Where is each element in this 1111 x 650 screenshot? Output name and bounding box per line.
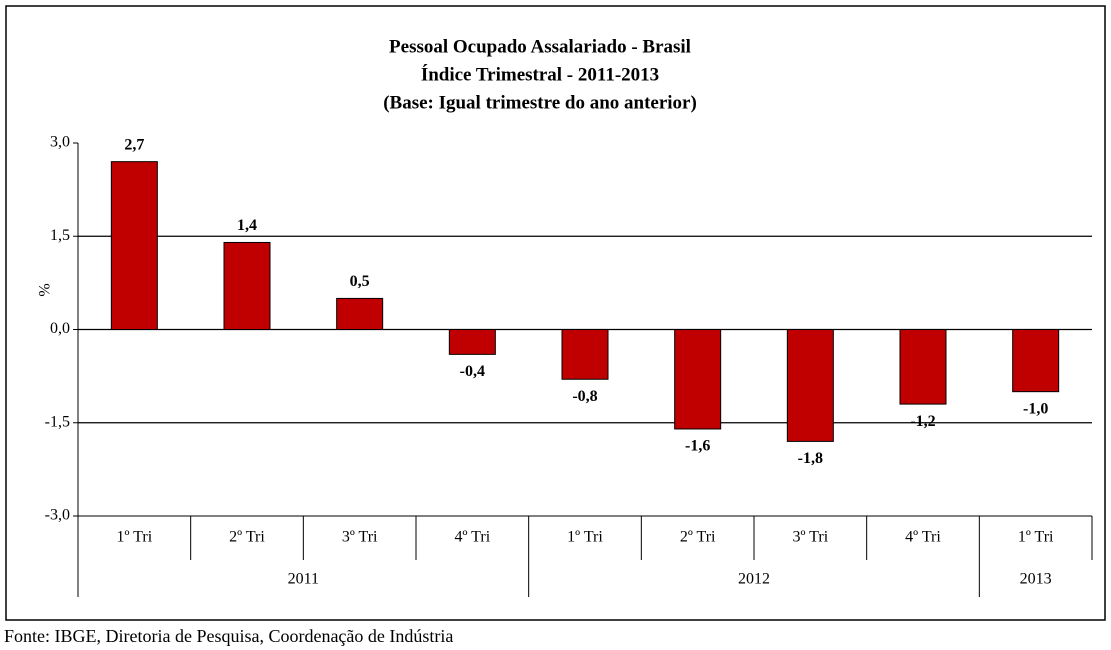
group-label: 2011 (288, 571, 319, 588)
bar (223, 241, 271, 330)
value-label: -1,2 (910, 413, 935, 430)
source-note: Fonte: IBGE, Diretoria de Pesquisa, Coor… (4, 626, 453, 646)
value-label: -0,4 (460, 363, 485, 380)
value-label: 1,4 (237, 217, 257, 234)
bar (899, 329, 947, 405)
value-label: -1,8 (798, 450, 823, 467)
y-tick-label: -1,5 (45, 413, 70, 430)
bar (674, 329, 722, 430)
bar (1012, 329, 1060, 393)
x-tick-label: 1º Tri (567, 529, 603, 546)
value-label: -1,6 (685, 438, 710, 455)
x-tick-label: 2º Tri (680, 529, 716, 546)
chart-subtitle: Índice Trimestral - 2011-2013 (421, 63, 659, 85)
y-axis-label: % (37, 283, 54, 296)
x-tick-label: 3º Tri (793, 529, 829, 546)
y-tick-label: -3,0 (45, 507, 70, 524)
x-tick-label: 1º Tri (1018, 529, 1054, 546)
x-tick-label: 2º Tri (229, 529, 265, 546)
chart-subtitle: (Base: Igual trimestre do ano anterior) (383, 92, 697, 113)
x-tick-label: 4º Tri (905, 529, 941, 546)
y-tick-label: 0,0 (50, 320, 70, 337)
value-label: -0,8 (572, 388, 597, 405)
group-label: 2013 (1020, 571, 1052, 588)
value-label: 0,5 (350, 273, 370, 290)
chart-frame (5, 5, 1106, 621)
bar (786, 329, 834, 442)
chart-title: Pessoal Ocupado Assalariado - Brasil (389, 36, 691, 57)
y-tick-label: 1,5 (50, 227, 70, 244)
x-tick-label: 3º Tri (342, 529, 378, 546)
bar (561, 329, 609, 380)
bar (448, 329, 496, 355)
value-label: -1,0 (1023, 400, 1048, 417)
group-label: 2012 (738, 571, 770, 588)
value-label: 2,7 (124, 136, 144, 153)
bar (110, 161, 158, 330)
bar (336, 297, 384, 330)
x-tick-label: 1º Tri (117, 529, 153, 546)
y-tick-label: 3,0 (50, 134, 70, 151)
x-tick-label: 4º Tri (455, 529, 491, 546)
